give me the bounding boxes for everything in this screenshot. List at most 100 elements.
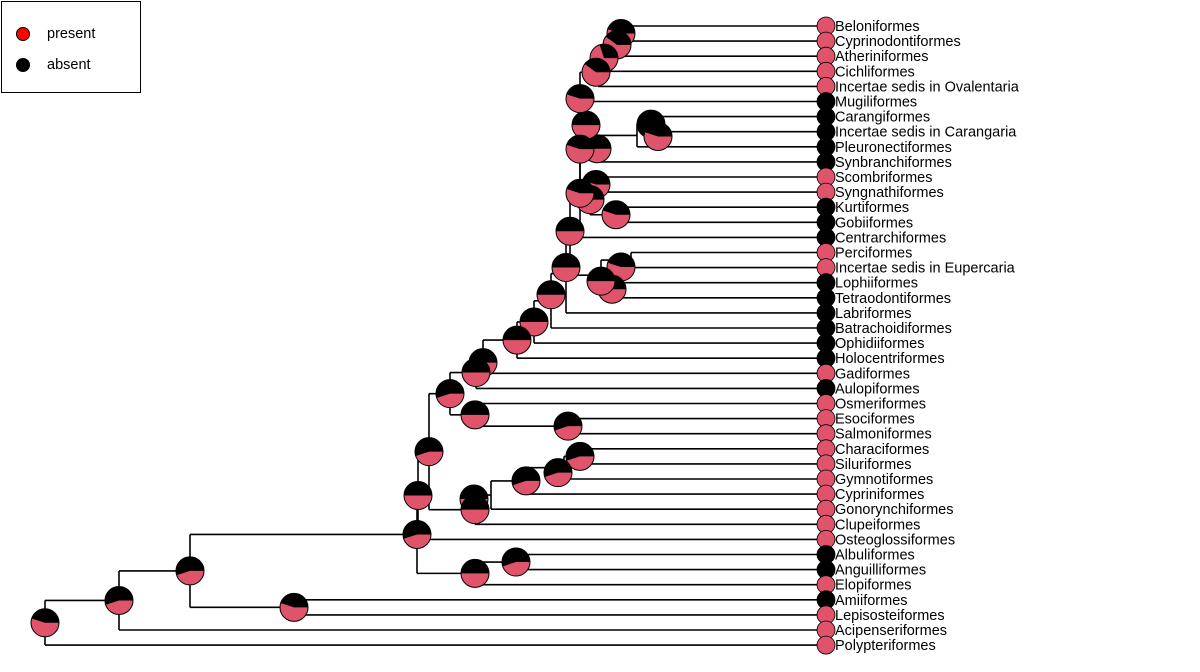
tip-label: Batrachoidiformes xyxy=(835,321,952,337)
node-pie-n36 xyxy=(403,481,433,511)
pie-present-slice xyxy=(512,480,540,495)
node-pie-n39 xyxy=(175,556,205,586)
tip-markers xyxy=(816,16,836,655)
node-pie-n27 xyxy=(435,379,465,409)
tip-label: Synbranchiformes xyxy=(835,155,952,171)
node-pie-n37 xyxy=(402,519,432,549)
pie-present-slice xyxy=(403,534,431,549)
pie-outline xyxy=(565,134,595,164)
node-pie-n34 xyxy=(501,547,531,577)
node-pie-n19 xyxy=(551,253,581,283)
pie-present-slice xyxy=(566,456,594,471)
pie-present-slice xyxy=(602,210,630,229)
tip-label: Mugiliformes xyxy=(835,95,917,111)
node-pie-n24 xyxy=(461,358,491,388)
node-pie-n14 xyxy=(565,178,595,208)
pie-present-slice xyxy=(404,495,432,510)
node-pie-n22 xyxy=(502,325,532,355)
pie-outline xyxy=(551,253,581,283)
tip-label: Osmeriformes xyxy=(835,397,926,413)
node-pies xyxy=(30,19,673,638)
tip-label: Gonorynchiformes xyxy=(835,502,953,518)
tip-label: Scombriformes xyxy=(835,170,933,186)
pie-outline xyxy=(553,411,583,441)
pie-outline xyxy=(104,585,134,615)
tip-label: Syngnathiformes xyxy=(835,185,944,201)
node-pie-n33 xyxy=(414,437,444,467)
pie-outline xyxy=(460,400,490,430)
tip-label: Lepisosteiformes xyxy=(835,608,945,624)
pie-present-slice xyxy=(566,188,594,208)
tip-label: Gadiformes xyxy=(835,366,910,382)
tip-label: Esociformes xyxy=(835,412,915,428)
pie-present-slice xyxy=(461,509,489,524)
pie-present-slice xyxy=(415,451,443,466)
pie-outline xyxy=(175,556,205,586)
node-pie-n25 xyxy=(553,411,583,441)
tip-label: Perciformes xyxy=(835,246,912,262)
node-pie-n8 xyxy=(571,110,601,140)
pie-outline xyxy=(565,441,595,471)
pie-present-slice xyxy=(280,603,308,622)
pie-outline xyxy=(586,266,616,296)
pie-outline xyxy=(403,481,433,511)
pie-outline xyxy=(435,379,465,409)
pie-outline xyxy=(460,495,490,525)
pie-outline xyxy=(601,200,631,230)
tip-label: Pleuronectiformes xyxy=(835,140,952,156)
pie-present-slice xyxy=(537,294,565,309)
node-pie-n38 xyxy=(279,592,309,622)
pie-outline xyxy=(402,519,432,549)
legend-item-present: present xyxy=(16,24,95,44)
pie-outline xyxy=(414,437,444,467)
pie-outline xyxy=(502,325,532,355)
pie-present-slice xyxy=(582,64,610,87)
legend: present absent xyxy=(1,1,141,93)
pie-outline xyxy=(279,592,309,622)
legend-present-marker xyxy=(16,27,30,41)
node-pie-n32 xyxy=(460,495,490,525)
node-pie-n4 xyxy=(581,57,611,87)
pie-outline xyxy=(461,358,491,388)
pie-outline xyxy=(501,547,531,577)
tip-label: Carangiformes xyxy=(835,110,930,126)
legend-present-label: present xyxy=(47,26,96,42)
pie-present-slice xyxy=(503,340,531,355)
tip-label: Cypriniformes xyxy=(835,487,924,503)
pie-outline xyxy=(543,458,573,488)
pie-outline xyxy=(565,178,595,208)
tip-label: Holocentriformes xyxy=(835,351,945,367)
pie-outline xyxy=(555,216,585,246)
tip-label: Elopiformes xyxy=(835,578,912,594)
tip-label: Ophidiiformes xyxy=(835,336,924,352)
pie-present-slice xyxy=(544,472,572,487)
tip-label: Beloniformes xyxy=(835,19,920,35)
node-pie-n20 xyxy=(536,280,566,310)
node-pie-n11 xyxy=(601,200,631,230)
pie-present-slice xyxy=(644,132,672,151)
pie-present-slice xyxy=(461,573,489,588)
tip-label: Incertae sedis in Carangaria xyxy=(835,125,1017,141)
pie-present-slice xyxy=(566,144,594,164)
pie-present-slice xyxy=(31,618,59,637)
node-pie-n35 xyxy=(460,558,490,588)
tip-label: Gymnotiformes xyxy=(835,472,933,488)
tip-label: Labriformes xyxy=(835,306,912,322)
tip-label: Salmoniformes xyxy=(835,427,932,443)
pie-present-slice xyxy=(552,267,580,282)
tip-label: Characiformes xyxy=(835,442,929,458)
pie-outline xyxy=(519,307,549,337)
tip-label: Aulopiformes xyxy=(835,381,920,397)
node-pie-n9 xyxy=(565,84,595,114)
pie-outline xyxy=(643,121,673,151)
pie-present-slice xyxy=(105,600,133,615)
node-pie-n17 xyxy=(586,266,616,296)
tip-label: Clupeiformes xyxy=(835,517,920,533)
node-pie-n30 xyxy=(511,466,541,496)
tip-label: Atheriniformes xyxy=(835,49,928,65)
pie-present-slice xyxy=(462,372,490,387)
tip-label: Cyprinodontiformes xyxy=(835,34,961,50)
node-pie-n41 xyxy=(30,608,60,638)
tip-label: Osteoglossiformes xyxy=(835,532,955,548)
